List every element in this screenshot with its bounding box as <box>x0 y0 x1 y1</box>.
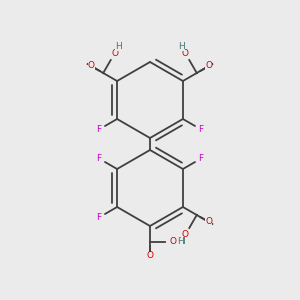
Text: O: O <box>206 218 212 226</box>
Text: O: O <box>182 230 189 239</box>
Text: H: H <box>178 237 184 246</box>
Text: O: O <box>146 251 154 260</box>
Text: O: O <box>111 49 118 58</box>
Text: H: H <box>116 42 122 51</box>
Text: F: F <box>96 154 101 163</box>
Text: O: O <box>182 49 189 58</box>
Text: H: H <box>178 42 184 51</box>
Text: O: O <box>206 61 212 70</box>
Text: O: O <box>88 61 94 70</box>
Text: O: O <box>169 238 176 247</box>
Text: F: F <box>96 125 101 134</box>
Text: F: F <box>96 213 101 222</box>
Text: F: F <box>199 125 204 134</box>
Text: H: H <box>178 238 184 247</box>
Text: F: F <box>199 154 204 163</box>
